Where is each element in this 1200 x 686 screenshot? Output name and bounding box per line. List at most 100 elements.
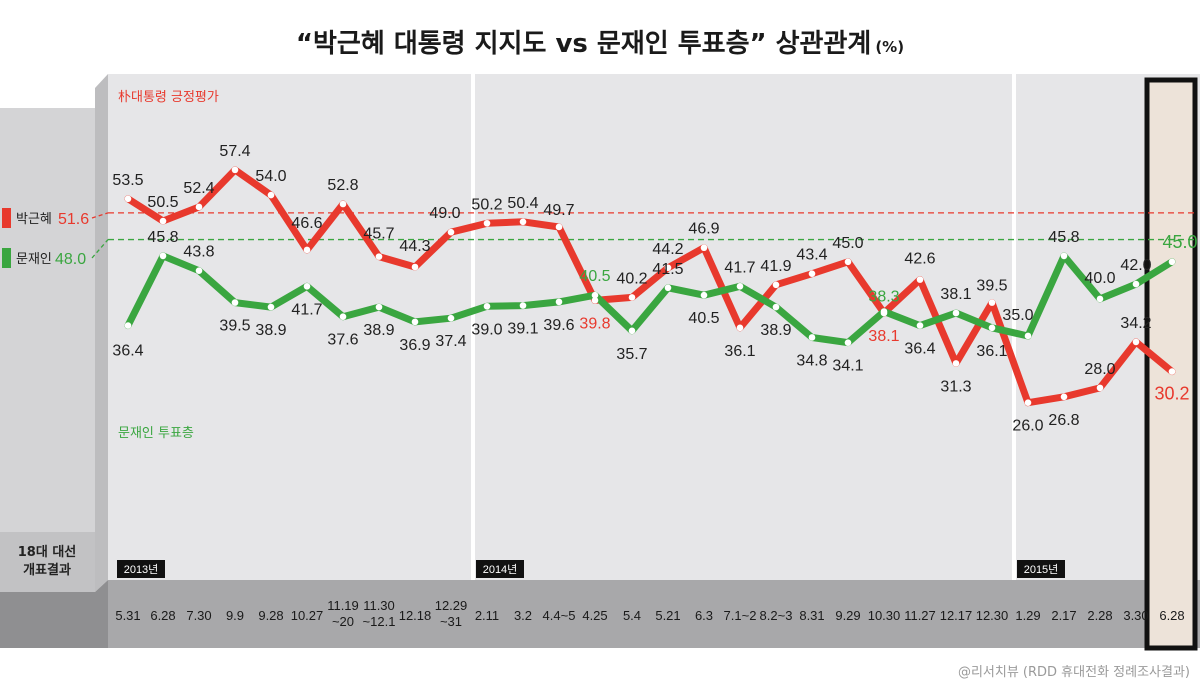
axis-side-wall	[95, 580, 108, 648]
x-tick-label: 11.27	[904, 608, 936, 623]
reference-name: 박근혜	[16, 212, 52, 227]
data-point	[1132, 338, 1140, 346]
x-tick-label: 8.31	[799, 608, 824, 623]
year-label: 2014년	[483, 563, 518, 576]
data-label: 43.8	[183, 244, 214, 261]
x-tick-label: 12.30	[976, 608, 1009, 623]
data-point	[628, 294, 636, 301]
data-point	[483, 219, 491, 227]
data-point	[952, 360, 960, 367]
reference-swatch	[2, 208, 11, 228]
data-point	[231, 299, 239, 306]
data-label: 31.3	[940, 378, 971, 395]
data-label: 39.1	[507, 321, 538, 338]
data-label: 44.2	[652, 241, 683, 258]
data-point	[808, 334, 816, 341]
data-label: 44.3	[399, 238, 430, 255]
chart-title: “박근혜 대통령 지지도 vs 문재인 투표층” 상관관계 (%)	[296, 29, 904, 59]
data-label: 54.0	[255, 168, 286, 185]
data-label: 36.1	[976, 343, 1007, 360]
data-point	[303, 246, 311, 254]
data-label: 45.8	[1048, 229, 1079, 246]
series-line-red	[124, 166, 1176, 407]
data-label: 35.7	[616, 346, 647, 363]
data-label: 49.0	[429, 205, 460, 222]
series-label-green: 문재인 투표층	[118, 426, 194, 441]
data-point	[952, 309, 960, 317]
x-tick-label: 2.17	[1051, 608, 1076, 623]
side-panel	[0, 108, 95, 592]
data-label: 39.0	[471, 321, 502, 338]
data-point	[988, 324, 996, 332]
reference-value: 48.0	[55, 251, 86, 268]
highlight-frame	[1144, 77, 1198, 651]
x-tick-label: 7.30	[186, 608, 211, 623]
source-note: @리서치뷰 (RDD 휴대전화 정례조사결과)	[958, 665, 1190, 680]
data-point	[411, 263, 419, 271]
x-tick-label: 5.4	[623, 608, 641, 623]
reference-name: 문재인	[16, 252, 52, 267]
x-tick-label: 3.30	[1123, 608, 1148, 623]
data-point	[1060, 252, 1068, 260]
data-label: 46.9	[688, 221, 719, 238]
data-label: 41.5	[652, 261, 683, 278]
year-label: 2013년	[124, 563, 159, 576]
x-tick-label: 5.31	[115, 608, 140, 623]
data-point	[664, 284, 672, 292]
x-tick-label: 10.27	[291, 608, 324, 623]
x-tick-label: 12.17	[940, 608, 973, 623]
data-label: 41.7	[291, 301, 322, 318]
data-label: 50.5	[147, 194, 178, 211]
election-label-1: 18대 대선	[18, 544, 77, 560]
data-point	[159, 217, 167, 225]
series-line-green	[124, 252, 1176, 347]
data-label: 39.6	[543, 317, 574, 334]
data-label: 57.4	[219, 143, 250, 160]
data-label: 36.9	[399, 337, 430, 354]
x-tick-label: 8.2~3	[760, 608, 793, 623]
data-label: 28.0	[1084, 361, 1115, 378]
data-point	[519, 218, 527, 226]
data-point	[591, 297, 599, 304]
data-label: 36.1	[724, 343, 755, 360]
data-label: 41.7	[724, 259, 755, 276]
reference-swatch	[2, 248, 11, 268]
x-tick-label: 10.30	[868, 608, 901, 623]
data-point	[591, 291, 599, 299]
data-label: 40.2	[616, 270, 647, 287]
data-label: 50.4	[507, 195, 538, 212]
data-point	[1168, 258, 1176, 266]
data-point	[1096, 295, 1104, 303]
x-tick-label: 3.2	[514, 608, 532, 623]
data-point	[988, 299, 996, 306]
data-label: 40.5	[688, 310, 719, 327]
data-label: 38.1	[868, 328, 899, 345]
data-point	[375, 253, 383, 260]
data-point	[447, 314, 455, 322]
data-point	[880, 308, 888, 315]
data-label: 46.6	[291, 215, 322, 232]
data-point	[411, 318, 419, 326]
data-label: 45.0	[1162, 232, 1197, 252]
data-point	[267, 191, 275, 199]
data-label: 36.4	[112, 343, 143, 360]
data-label: 34.8	[796, 352, 827, 369]
data-label: 38.1	[940, 286, 971, 303]
data-point	[808, 270, 816, 277]
data-point	[664, 264, 672, 272]
data-label: 26.8	[1048, 412, 1079, 429]
plot-panel	[108, 74, 1200, 580]
year-tag-box	[117, 560, 165, 578]
data-point	[916, 322, 924, 329]
data-point	[1132, 280, 1140, 288]
data-point	[700, 291, 708, 299]
data-label: 38.9	[255, 322, 286, 339]
data-point	[195, 267, 203, 275]
data-point	[1168, 368, 1176, 375]
data-point	[916, 276, 924, 283]
data-point	[844, 258, 852, 266]
data-point	[124, 195, 132, 203]
data-point	[844, 339, 852, 346]
data-point	[555, 223, 563, 231]
